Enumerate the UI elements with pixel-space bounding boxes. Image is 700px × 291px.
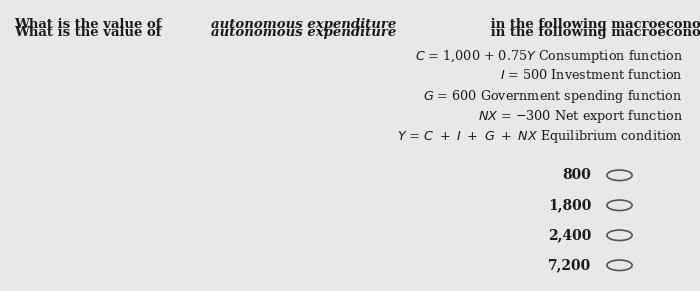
Text: 2,400: 2,400 [548, 228, 592, 242]
Text: 7,200: 7,200 [548, 258, 592, 272]
Text: 1,800: 1,800 [548, 198, 592, 212]
Text: What is the value of: What is the value of [14, 26, 166, 39]
Text: $\mathit{C}$ = 1,000 + 0.75$\mathit{Y}$ Consumption function: $\mathit{C}$ = 1,000 + 0.75$\mathit{Y}$ … [414, 48, 682, 65]
Text: What is the value of: What is the value of [14, 18, 166, 31]
Text: in the following macroeconomic model?: in the following macroeconomic model? [486, 18, 700, 31]
Text: in the following macroeconomic model?: in the following macroeconomic model? [486, 26, 700, 39]
Text: $\mathit{Y}$ = $\mathit{C\ +\ I\ +\ G\ +\ NX}$ Equilibrium condition: $\mathit{Y}$ = $\mathit{C\ +\ I\ +\ G\ +… [397, 128, 682, 145]
Text: 800: 800 [563, 168, 592, 182]
Text: $\mathit{G}$ = 600 Government spending function: $\mathit{G}$ = 600 Government spending f… [424, 88, 682, 105]
Text: autonomous expenditure: autonomous expenditure [211, 26, 397, 39]
Text: autonomous expenditure: autonomous expenditure [211, 18, 397, 31]
Text: $\mathit{NX}$ = −300 Net export function: $\mathit{NX}$ = −300 Net export function [477, 108, 682, 125]
Text: $\mathit{I}$ = 500 Investment function: $\mathit{I}$ = 500 Investment function [500, 68, 682, 82]
